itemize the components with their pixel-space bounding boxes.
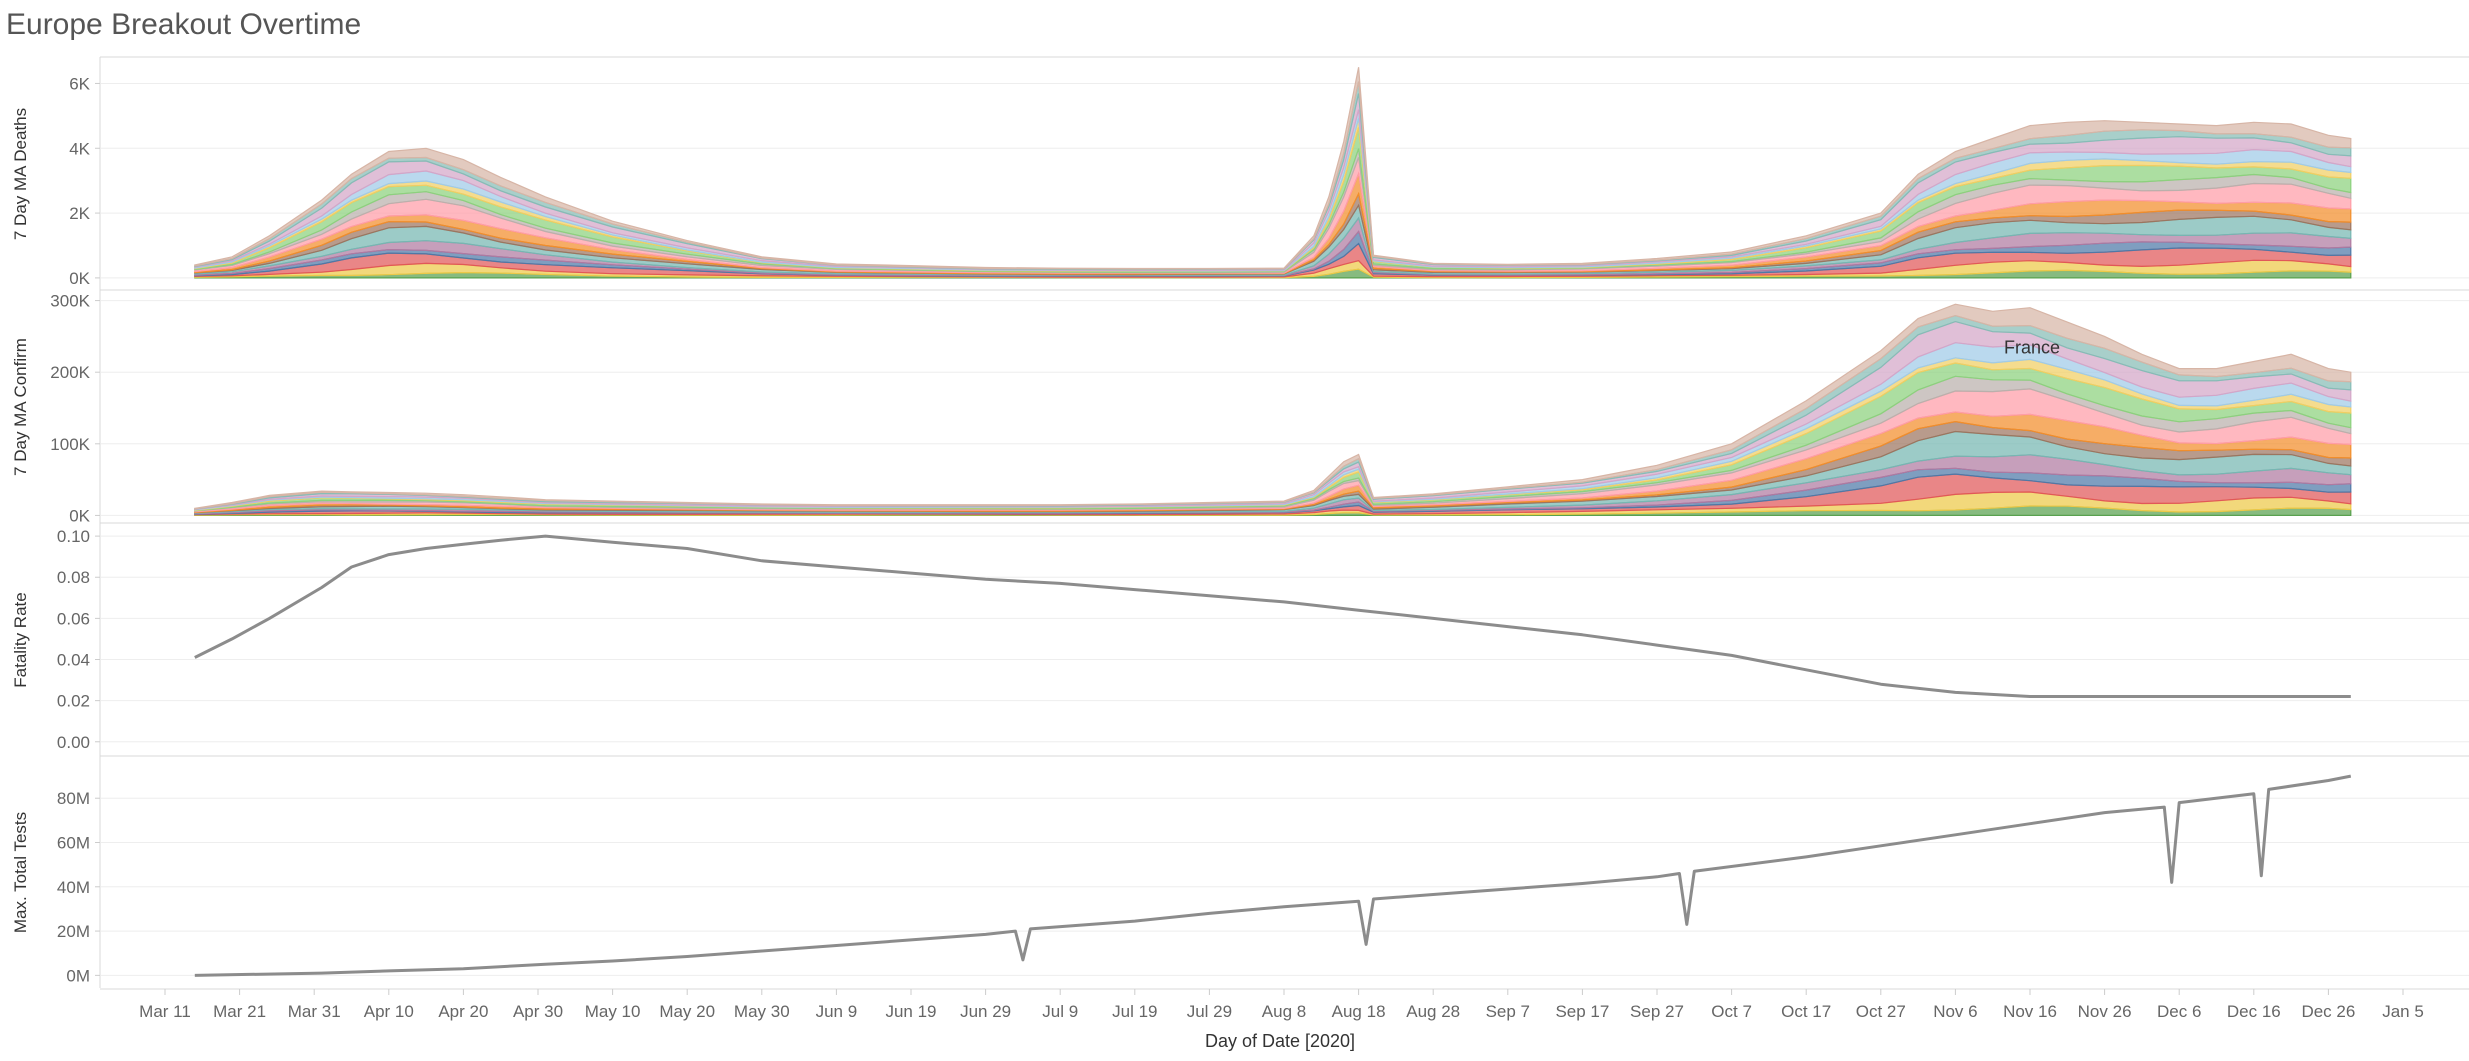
area-series-16 <box>194 303 2352 510</box>
x-axis: Mar 11 Mar 21 Mar 31 Apr 10 Apr 20 Apr 30 May … <box>139 989 2424 1051</box>
y-tick-label: 6K <box>69 74 90 93</box>
y-tick-label: 0K <box>69 506 90 525</box>
y-tick-label: 4K <box>69 139 90 158</box>
confirmed-panel: 0K 100K 200K 300K 7 Day MA Confirm France <box>11 289 2469 525</box>
x-tick-label: Jun 29 <box>960 1002 1011 1021</box>
y-tick-label: 0.08 <box>57 568 90 587</box>
x-tick-label: May 10 <box>585 1002 641 1021</box>
y-tick-label: 100K <box>50 435 90 454</box>
line-series <box>194 774 2352 977</box>
x-tick-label: Dec 26 <box>2301 1002 2355 1021</box>
x-tick-label: May 30 <box>734 1002 790 1021</box>
x-tick-label: Jul 19 <box>1112 1002 1157 1021</box>
total-tests-panel: 0M 20M 40M 60M 80M Max. Total Tests <box>11 755 2469 990</box>
x-tick-label: Mar 31 <box>288 1002 341 1021</box>
x-axis-title: Day of Date [2020] <box>1205 1031 1355 1051</box>
series-annotation: France <box>2004 337 2060 357</box>
x-tick-label: Jun 19 <box>885 1002 936 1021</box>
dashboard-title: Europe Breakout Overtime <box>6 8 362 41</box>
y-tick-label: 0K <box>69 269 90 288</box>
x-tick-label: Jun 9 <box>816 1002 858 1021</box>
x-tick-label: Aug 8 <box>1262 1002 1306 1021</box>
x-tick-label: Oct 27 <box>1856 1002 1906 1021</box>
y-axis-title: 7 Day MA Deaths <box>11 108 30 240</box>
x-tick-label: Aug 18 <box>1332 1002 1386 1021</box>
x-tick-label: Sep 27 <box>1630 1002 1684 1021</box>
y-tick-label: 0.10 <box>57 527 90 546</box>
x-tick-label: Sep 17 <box>1555 1002 1609 1021</box>
area-series-16 <box>194 67 2352 270</box>
y-tick-label: 0M <box>66 966 90 985</box>
x-tick-label: Oct 17 <box>1781 1002 1831 1021</box>
y-tick-label: 20M <box>57 922 90 941</box>
y-tick-label: 0.00 <box>57 733 90 752</box>
x-tick-label: Apr 20 <box>438 1002 488 1021</box>
x-tick-label: Mar 11 <box>139 1002 191 1021</box>
x-tick-label: Apr 30 <box>513 1002 563 1021</box>
y-tick-label: 200K <box>50 363 90 382</box>
y-axis-title: Fatality Rate <box>11 592 30 687</box>
y-tick-label: 0.04 <box>57 651 90 670</box>
line-series <box>194 534 2351 698</box>
x-tick-label: Jul 9 <box>1042 1002 1078 1021</box>
x-tick-label: Apr 10 <box>364 1002 414 1021</box>
x-tick-label: Nov 6 <box>1933 1002 1977 1021</box>
y-tick-label: 2K <box>69 204 90 223</box>
y-axis-title: 7 Day MA Confirm <box>11 338 30 476</box>
y-axis-title: Max. Total Tests <box>11 812 30 933</box>
y-tick-label: 60M <box>57 834 90 853</box>
y-tick-label: 300K <box>50 292 90 311</box>
x-tick-label: Dec 16 <box>2227 1002 2281 1021</box>
deaths-panel: 0K 2K 4K 6K 7 Day MA Deaths <box>11 56 2469 290</box>
x-tick-label: Jul 29 <box>1187 1002 1232 1021</box>
y-tick-label: 0.02 <box>57 692 90 711</box>
y-tick-label: 40M <box>57 878 90 897</box>
x-tick-label: Nov 16 <box>2003 1002 2057 1021</box>
x-tick-label: Oct 7 <box>1711 1002 1752 1021</box>
y-tick-label: 0.06 <box>57 609 90 628</box>
x-tick-label: May 20 <box>659 1002 715 1021</box>
x-tick-label: Mar 21 <box>213 1002 266 1021</box>
x-tick-label: Jan 5 <box>2382 1002 2424 1021</box>
fatality-rate-panel: 0.00 0.02 0.04 0.06 0.08 0.10 Fatality Rate <box>11 522 2469 756</box>
x-tick-label: Sep 7 <box>1486 1002 1530 1021</box>
x-tick-label: Nov 26 <box>2078 1002 2132 1021</box>
x-tick-label: Dec 6 <box>2157 1002 2201 1021</box>
x-tick-label: Aug 28 <box>1406 1002 1460 1021</box>
y-tick-label: 80M <box>57 789 90 808</box>
